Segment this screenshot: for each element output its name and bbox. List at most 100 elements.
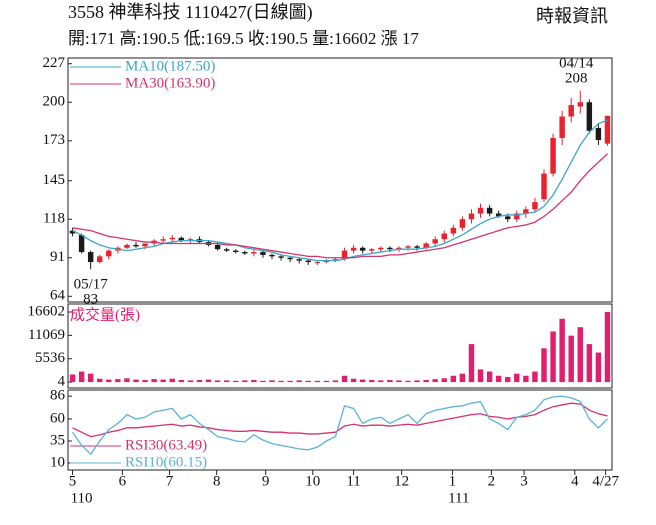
volume-bar — [78, 371, 85, 383]
candle-body — [296, 259, 302, 261]
y-tick-label: 86 — [50, 388, 66, 404]
candle-body — [450, 227, 457, 234]
candle-body — [178, 237, 185, 241]
candle-body — [432, 239, 438, 244]
candle-body — [468, 213, 475, 220]
y-tick-label: 173 — [43, 132, 66, 148]
x-tick-label: 1 — [449, 473, 457, 489]
candle-body — [223, 249, 230, 251]
candle-body — [486, 207, 493, 214]
volume-bar — [97, 378, 103, 383]
volume-bar — [577, 327, 583, 383]
volume-bar — [187, 380, 194, 383]
candle-body — [586, 102, 593, 131]
candle-body — [287, 257, 293, 260]
candle-body — [87, 252, 94, 263]
price-panel — [67, 57, 613, 303]
candle-body — [160, 239, 166, 241]
candle-body — [97, 256, 103, 263]
y-tick-label: 60 — [50, 410, 65, 426]
x-tick-label: 6 — [119, 473, 127, 489]
volume-bar — [414, 380, 420, 383]
volume-bar — [278, 380, 284, 383]
candle-body — [387, 247, 393, 250]
volume-bar — [532, 371, 538, 383]
candle-body — [459, 219, 466, 228]
candle-body — [251, 252, 257, 254]
ma-line — [72, 119, 608, 262]
x-tick-label: 3 — [520, 473, 528, 489]
x-tick-label: 10 — [305, 473, 320, 489]
volume-bar — [341, 375, 348, 383]
volume-bar — [151, 379, 157, 383]
volume-bar — [559, 318, 565, 383]
volume-bar — [124, 378, 130, 383]
volume-bar — [514, 373, 520, 383]
candle-body — [278, 256, 284, 258]
y-tick-label: 16602 — [28, 303, 66, 319]
source: 時報資訊 — [536, 6, 608, 26]
candle-body — [305, 260, 311, 263]
volume-bar — [142, 379, 148, 383]
legend-label: RSI10(60.15) — [125, 454, 207, 470]
volume-bar — [332, 380, 339, 383]
candle-body — [559, 116, 565, 138]
candle-body — [396, 247, 402, 250]
y-tick-label: 5536 — [35, 350, 66, 366]
candle-body — [550, 137, 556, 174]
volume-bar — [287, 380, 293, 383]
volume-bar — [169, 378, 175, 383]
y-tick-label: 118 — [43, 211, 65, 227]
candle-body — [242, 252, 248, 254]
volume-bar — [242, 380, 248, 383]
volume-bar — [423, 379, 429, 383]
candle-body — [378, 247, 384, 250]
volume-bar — [133, 379, 139, 383]
volume-bar — [468, 344, 475, 383]
y-tick-label: 35 — [50, 432, 65, 448]
candle-body — [269, 254, 275, 257]
candle-body — [350, 247, 357, 251]
ma-line — [72, 153, 608, 259]
candle-body — [495, 213, 502, 217]
volume-bar — [251, 379, 257, 383]
volume-bar — [314, 380, 321, 383]
volume-bar — [441, 378, 447, 383]
volume-bar — [359, 379, 366, 383]
volume-bar — [269, 380, 275, 383]
volume-bar — [178, 379, 185, 383]
y-tick-label: 145 — [43, 172, 66, 188]
volume-bar — [486, 371, 493, 383]
x-tick-label: 7 — [166, 473, 174, 489]
volume-bar — [586, 344, 593, 383]
candle-body — [359, 247, 366, 251]
candle-body — [314, 262, 321, 264]
legend-label: RSI30(63.49) — [125, 437, 207, 453]
x-tick-label: 4/27 — [592, 473, 619, 489]
volume-bar — [205, 379, 212, 383]
year-label: 110 — [71, 490, 93, 506]
volume-bar — [305, 380, 311, 383]
candle-body — [323, 260, 330, 263]
volume-bar — [69, 374, 76, 383]
y-tick-label: 11069 — [28, 327, 65, 343]
volume-bar — [223, 380, 230, 383]
candle-body — [532, 202, 538, 210]
summary: 開:171 高:190.5 低:169.5 收:190.5 量:16602 漲 … — [68, 29, 419, 48]
volume-bar — [568, 335, 574, 383]
candle-body — [541, 173, 547, 200]
candle-body — [233, 250, 239, 253]
candle-body — [341, 250, 348, 260]
volume-bar — [432, 379, 438, 383]
volume-bar — [196, 379, 203, 383]
candle-body — [423, 243, 429, 248]
volume-bar — [160, 379, 166, 383]
candle-body — [142, 243, 148, 247]
candle-body — [214, 244, 221, 250]
y-tick-label: 10 — [50, 454, 65, 470]
candle-body — [577, 102, 583, 107]
candle-body — [106, 250, 112, 257]
legend-label: MA30(163.90) — [125, 75, 215, 91]
volume-bar — [323, 380, 330, 383]
